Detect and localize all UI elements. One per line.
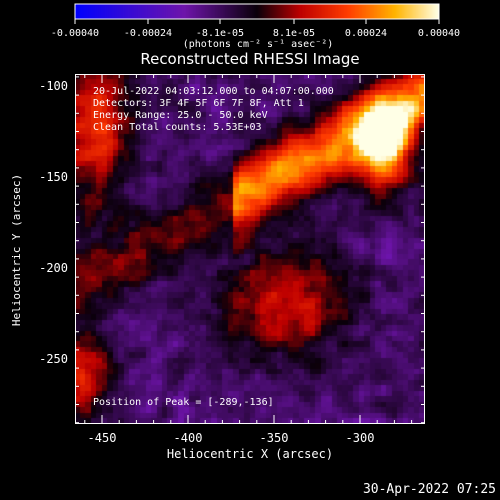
colorbar: [75, 4, 439, 19]
y-axis-label: Heliocentric Y (arcsec): [10, 174, 23, 326]
x-tick-label: -450: [87, 431, 117, 445]
x-tick-label: -350: [259, 431, 289, 445]
annotation-time-range: 20-Jul-2022 04:03:12.000 to 04:07:00.000: [93, 86, 334, 97]
annotation-energy-range: Energy Range: 25.0 - 50.0 keV: [93, 110, 268, 121]
y-tick-label: -200: [39, 261, 68, 275]
colorbar-unit: (photons cm⁻² s⁻¹ asec⁻²): [182, 39, 334, 50]
annotation-clean-counts: Clean Total counts: 5.53E+03: [93, 122, 262, 133]
colorbar-ticks: [74, 3, 440, 24]
plot-frame: [75, 74, 425, 424]
colorbar-tick-label: -0.00024: [123, 28, 173, 39]
y-axis-label-text: Heliocentric Y (arcsec): [10, 173, 23, 327]
colorbar-tick-label: 8.1e-05: [272, 28, 316, 39]
timestamp: 30-Apr-2022 07:25: [362, 482, 496, 497]
colorbar-tick-label: -0.00040: [50, 28, 100, 39]
x-tick-label: -400: [173, 431, 203, 445]
colorbar-tick-label: -8.1e-05: [195, 28, 245, 39]
x-tick-label: -300: [345, 431, 375, 445]
y-tick-label: -100: [39, 79, 68, 93]
y-tick-label: -250: [39, 352, 68, 366]
y-tick-label: -150: [39, 170, 68, 184]
x-axis-label: Heliocentric X (arcsec): [166, 447, 334, 461]
annotation-detectors: Detectors: 3F 4F 5F 6F 7F 8F, Att 1: [93, 98, 304, 109]
colorbar-tick-label: 0.00024: [344, 28, 388, 39]
rhessi-image: 20-Jul-2022 04:03:12.000 to 04:07:00.000…: [75, 74, 425, 424]
colorbar-tick-label: 0.00040: [417, 28, 461, 39]
annotation-peak-position: Position of Peak = [-289,-136]: [93, 397, 274, 408]
image-title: Reconstructed RHESSI Image: [140, 50, 360, 68]
plot-axes: [75, 74, 425, 424]
heatmap: [75, 74, 425, 424]
